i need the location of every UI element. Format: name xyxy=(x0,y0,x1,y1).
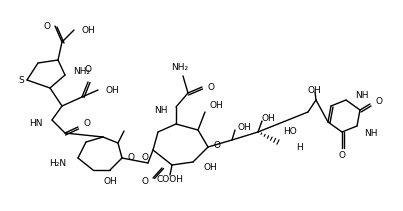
Text: O: O xyxy=(207,83,214,92)
Text: HO: HO xyxy=(283,127,297,137)
Text: OH: OH xyxy=(261,114,275,123)
Text: O: O xyxy=(85,65,91,74)
Text: COOH: COOH xyxy=(156,174,183,184)
Text: O: O xyxy=(127,153,134,162)
Text: OH: OH xyxy=(106,85,120,95)
Text: O: O xyxy=(213,141,220,150)
Text: OH: OH xyxy=(203,162,217,172)
Text: O: O xyxy=(83,119,90,127)
Text: H₂N: H₂N xyxy=(49,160,66,169)
Text: S: S xyxy=(18,76,24,84)
Text: OH: OH xyxy=(307,85,321,95)
Text: O: O xyxy=(43,22,50,31)
Text: OH: OH xyxy=(237,123,251,133)
Text: OH: OH xyxy=(103,177,117,187)
Text: NH: NH xyxy=(154,106,168,115)
Text: NH: NH xyxy=(355,91,368,100)
Text: NH: NH xyxy=(364,130,378,138)
Text: NH₂: NH₂ xyxy=(73,66,90,76)
Text: OH: OH xyxy=(210,100,224,110)
Text: OH: OH xyxy=(82,26,96,35)
Text: H: H xyxy=(296,142,303,151)
Text: O: O xyxy=(375,96,382,106)
Text: O: O xyxy=(141,153,148,162)
Text: HN: HN xyxy=(29,119,43,127)
Text: O: O xyxy=(141,176,148,185)
Text: NH₂: NH₂ xyxy=(171,62,189,72)
Text: O: O xyxy=(339,151,345,161)
